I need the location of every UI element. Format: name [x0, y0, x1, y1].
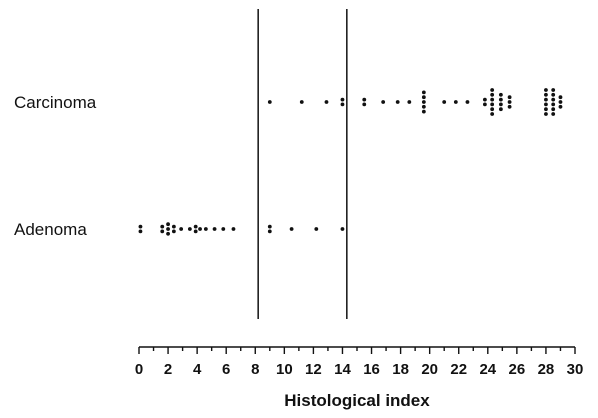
data-point-carcinoma [551, 97, 556, 102]
data-point-adenoma [203, 227, 208, 231]
data-point-adenoma [171, 229, 176, 234]
data-point-adenoma [160, 229, 165, 234]
data-point-carcinoma [299, 100, 304, 104]
data-point-adenoma [179, 227, 184, 231]
x-tick-label: 30 [567, 361, 584, 378]
data-point-adenoma [314, 227, 319, 231]
data-point-adenoma [267, 229, 272, 234]
data-point-carcinoma [558, 104, 563, 109]
data-point-carcinoma [482, 97, 487, 102]
data-point-carcinoma [507, 100, 512, 104]
data-point-carcinoma [551, 112, 556, 116]
data-point-carcinoma [544, 107, 548, 112]
data-point-carcinoma [544, 102, 548, 107]
data-point-carcinoma [490, 97, 495, 102]
data-point-adenoma [193, 224, 198, 229]
data-point-carcinoma [490, 92, 495, 97]
data-point-carcinoma [498, 102, 503, 107]
data-point-carcinoma [490, 102, 495, 107]
data-point-adenoma [193, 229, 198, 234]
x-tick-label: 10 [276, 361, 293, 378]
data-point-carcinoma [551, 88, 556, 92]
data-point-carcinoma [544, 92, 548, 97]
data-point-carcinoma [395, 100, 400, 104]
category-labels: Carcinoma Adenoma [14, 93, 97, 239]
x-tick-label: 22 [450, 361, 467, 378]
data-point-carcinoma [381, 100, 386, 104]
data-point-adenoma [289, 227, 294, 231]
data-point-carcinoma [507, 104, 512, 109]
data-point-carcinoma [498, 97, 503, 102]
data-point-adenoma [166, 227, 170, 231]
data-point-carcinoma [507, 95, 512, 100]
data-point-carcinoma [490, 107, 495, 112]
data-point-carcinoma [482, 102, 487, 107]
x-axis-title: Histological index [284, 391, 430, 410]
data-points [138, 88, 563, 236]
data-point-carcinoma [544, 112, 548, 116]
data-point-carcinoma [498, 92, 503, 97]
x-tick-label: 2 [164, 361, 172, 378]
data-point-carcinoma [490, 112, 495, 116]
data-point-carcinoma [551, 92, 556, 97]
reference-lines [257, 9, 348, 319]
x-tick-label: 28 [538, 361, 555, 378]
x-tick-label: 20 [421, 361, 438, 378]
x-tick-label: 24 [479, 361, 496, 378]
x-axis: 0 2 4 6 8 10 12 14 16 18 20 22 24 26 28 30 [135, 346, 584, 378]
x-tick-label: 12 [305, 361, 322, 378]
data-point-carcinoma [442, 100, 447, 104]
data-point-carcinoma [407, 100, 412, 104]
data-point-carcinoma [551, 102, 556, 107]
data-point-carcinoma [558, 100, 563, 104]
x-tick-label: 6 [222, 361, 230, 378]
data-point-adenoma [138, 224, 143, 229]
category-label-carcinoma: Carcinoma [14, 93, 97, 112]
x-tick-label: 0 [135, 361, 143, 378]
data-point-carcinoma [324, 100, 329, 104]
data-point-carcinoma [421, 109, 426, 114]
data-point-carcinoma [362, 102, 367, 107]
data-point-adenoma [221, 227, 226, 231]
data-point-carcinoma [421, 104, 426, 109]
data-point-carcinoma [498, 107, 503, 112]
data-point-carcinoma [267, 100, 272, 104]
data-point-adenoma [166, 222, 170, 227]
x-tick-label: 8 [251, 361, 259, 378]
data-point-carcinoma [340, 97, 345, 102]
data-point-carcinoma [558, 95, 563, 100]
data-point-adenoma [340, 227, 345, 231]
data-point-adenoma [231, 227, 236, 231]
data-point-adenoma [267, 224, 272, 229]
data-point-adenoma [160, 224, 165, 229]
data-point-adenoma [212, 227, 217, 231]
x-tick-label: 26 [509, 361, 526, 378]
data-point-adenoma [166, 231, 170, 236]
data-point-adenoma [198, 227, 202, 231]
data-point-adenoma [171, 224, 176, 229]
data-point-carcinoma [362, 97, 367, 102]
data-point-carcinoma [340, 102, 345, 107]
data-point-carcinoma [551, 107, 556, 112]
x-tick-label: 14 [334, 361, 351, 378]
data-point-carcinoma [421, 100, 426, 104]
x-tick-label: 18 [392, 361, 409, 378]
data-point-carcinoma [544, 88, 548, 92]
data-point-carcinoma [421, 95, 426, 100]
data-point-adenoma [138, 229, 143, 234]
data-point-carcinoma [490, 88, 495, 92]
data-point-carcinoma [465, 100, 470, 104]
category-label-adenoma: Adenoma [14, 220, 87, 239]
x-tick-label: 4 [193, 361, 202, 378]
data-point-carcinoma [544, 97, 548, 102]
data-point-carcinoma [421, 90, 426, 95]
data-point-adenoma [187, 227, 192, 231]
x-tick-label: 16 [363, 361, 380, 378]
data-point-carcinoma [453, 100, 458, 104]
